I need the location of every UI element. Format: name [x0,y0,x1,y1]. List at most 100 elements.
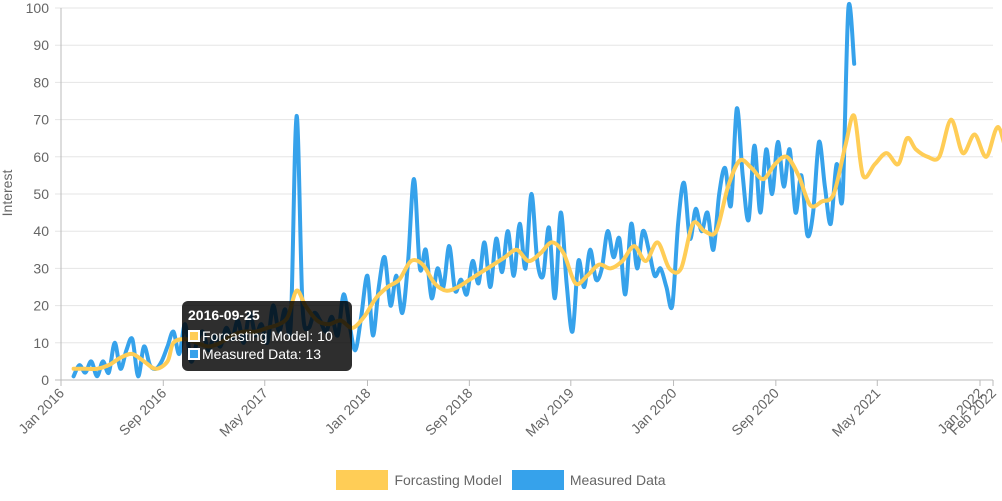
data-point-measured-data[interactable] [793,210,799,216]
data-point-measured-data[interactable] [106,370,112,376]
data-point-measured-data[interactable] [481,239,487,245]
data-point-forcasting-model[interactable] [655,239,661,245]
data-point-forcasting-model[interactable] [455,284,461,290]
data-point-forcasting-model[interactable] [82,366,88,372]
data-point-measured-data[interactable] [810,210,816,216]
data-point-measured-data[interactable] [493,236,499,242]
data-point-measured-data[interactable] [546,224,552,230]
data-point-forcasting-model[interactable] [807,202,813,208]
data-point-forcasting-model[interactable] [725,184,731,190]
data-point-forcasting-model[interactable] [690,221,696,227]
data-point-forcasting-model[interactable] [153,366,159,372]
data-point-forcasting-model[interactable] [666,265,672,271]
data-point-forcasting-model[interactable] [619,258,625,264]
data-point-forcasting-model[interactable] [537,251,543,257]
data-point-measured-data[interactable] [828,221,834,227]
data-point-measured-data[interactable] [751,143,757,149]
data-point-measured-data[interactable] [575,258,581,264]
data-point-forcasting-model[interactable] [525,258,531,264]
data-point-forcasting-model[interactable] [572,280,578,286]
data-point-measured-data[interactable] [511,273,517,279]
data-point-measured-data[interactable] [552,295,558,301]
data-point-forcasting-model[interactable] [749,165,755,171]
legend-item-measured[interactable]: Measured Data [511,470,666,490]
data-point-forcasting-model[interactable] [164,358,170,364]
data-point-forcasting-model[interactable] [904,135,910,141]
data-point-forcasting-model[interactable] [106,362,112,368]
data-point-forcasting-model[interactable] [936,154,942,160]
data-point-forcasting-model[interactable] [608,265,614,271]
data-point-measured-data[interactable] [611,254,617,260]
data-point-measured-data[interactable] [517,221,523,227]
data-point-forcasting-model[interactable] [549,239,555,245]
data-point-measured-data[interactable] [376,284,382,290]
data-point-measured-data[interactable] [781,184,787,190]
data-point-measured-data[interactable] [740,172,746,178]
data-point-measured-data[interactable] [757,210,763,216]
data-point-measured-data[interactable] [616,236,622,242]
data-point-measured-data[interactable] [499,269,505,275]
data-point-forcasting-model[interactable] [71,366,77,372]
data-point-measured-data[interactable] [423,247,429,253]
data-point-forcasting-model[interactable] [94,366,100,372]
data-point-measured-data[interactable] [112,340,118,346]
data-point-measured-data[interactable] [675,221,681,227]
data-point-measured-data[interactable] [100,358,106,364]
data-point-forcasting-model[interactable] [420,262,426,268]
data-point-forcasting-model[interactable] [467,277,473,283]
data-point-forcasting-model[interactable] [361,314,367,320]
data-point-measured-data[interactable] [341,291,347,297]
data-point-forcasting-model[interactable] [396,277,402,283]
data-point-forcasting-model[interactable] [129,351,135,357]
data-point-forcasting-model[interactable] [502,254,508,260]
data-point-measured-data[interactable] [382,254,388,260]
data-point-measured-data[interactable] [118,366,124,372]
data-point-forcasting-model[interactable] [141,358,147,364]
data-point-measured-data[interactable] [728,202,734,208]
data-point-forcasting-model[interactable] [643,258,649,264]
data-point-measured-data[interactable] [370,332,376,338]
data-point-forcasting-model[interactable] [490,262,496,268]
data-point-measured-data[interactable] [434,265,440,271]
data-point-forcasting-model[interactable] [408,258,414,264]
data-point-measured-data[interactable] [839,195,845,201]
data-point-measured-data[interactable] [129,336,135,342]
data-point-forcasting-model[interactable] [432,280,438,286]
data-point-measured-data[interactable] [505,228,511,234]
data-point-measured-data[interactable] [593,277,599,283]
data-point-measured-data[interactable] [569,329,575,335]
data-point-measured-data[interactable] [663,284,669,290]
data-point-measured-data[interactable] [352,347,358,353]
data-point-measured-data[interactable] [487,284,493,290]
data-point-measured-data[interactable] [564,280,570,286]
data-point-measured-data[interactable] [71,373,77,379]
data-point-measured-data[interactable] [722,165,728,171]
data-point-measured-data[interactable] [775,139,781,145]
data-point-forcasting-model[interactable] [960,150,966,156]
data-point-forcasting-model[interactable] [983,154,989,160]
data-point-measured-data[interactable] [763,146,769,152]
data-point-forcasting-model[interactable] [972,131,978,137]
data-point-measured-data[interactable] [476,280,482,286]
data-point-forcasting-model[interactable] [913,146,919,152]
data-point-forcasting-model[interactable] [795,172,801,178]
data-point-forcasting-model[interactable] [737,158,743,164]
data-point-measured-data[interactable] [464,291,470,297]
data-point-measured-data[interactable] [822,184,828,190]
data-point-measured-data[interactable] [540,273,546,279]
data-point-measured-data[interactable] [652,273,658,279]
data-point-measured-data[interactable] [628,221,634,227]
data-point-measured-data[interactable] [294,113,300,119]
data-point-forcasting-model[interactable] [851,113,857,119]
data-point-forcasting-model[interactable] [294,288,300,294]
data-point-forcasting-model[interactable] [443,288,449,294]
data-point-measured-data[interactable] [470,258,476,264]
data-point-measured-data[interactable] [605,228,611,234]
data-point-measured-data[interactable] [429,295,435,301]
data-point-forcasting-model[interactable] [872,161,878,167]
data-point-measured-data[interactable] [135,373,141,379]
data-point-forcasting-model[interactable] [561,251,567,257]
data-point-measured-data[interactable] [88,358,94,364]
data-point-forcasting-model[interactable] [772,161,778,167]
data-point-measured-data[interactable] [816,139,822,145]
